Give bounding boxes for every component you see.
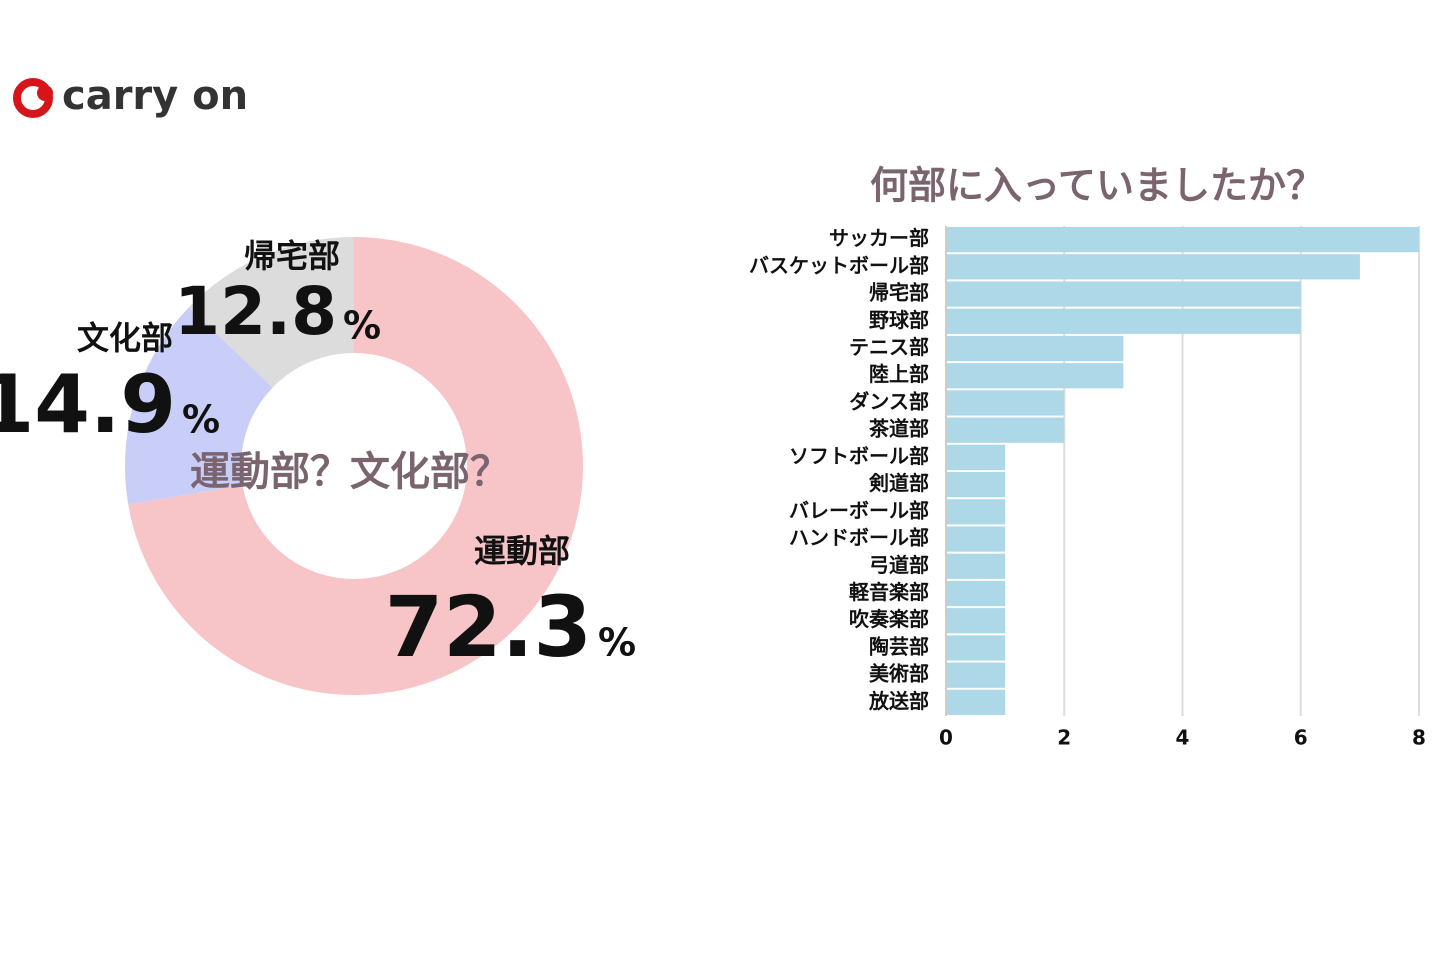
bar xyxy=(946,281,1301,307)
bar xyxy=(946,580,1006,607)
y-tick-label: バスケットボール部 xyxy=(749,253,929,277)
value-unit: % xyxy=(343,304,381,348)
value-label: 72.3 xyxy=(385,578,592,676)
y-tick-label: ハンドボール部 xyxy=(789,526,929,550)
y-tick-label: 剣道部 xyxy=(868,471,929,495)
bar xyxy=(946,608,1006,634)
slice-label: 文化部 xyxy=(77,319,173,357)
bar xyxy=(946,227,1419,253)
value-label: 14.9 xyxy=(0,358,176,451)
y-tick-label: 放送部 xyxy=(868,689,929,713)
x-tick-label: 6 xyxy=(1294,726,1308,750)
x-tick-label: 8 xyxy=(1412,726,1426,750)
y-tick-label: バレーボール部 xyxy=(789,498,929,522)
y-tick-label: 陶芸部 xyxy=(869,634,929,658)
y-tick-label: テニス部 xyxy=(849,335,929,359)
bar xyxy=(946,635,1006,661)
y-tick-label: 茶道部 xyxy=(869,417,929,441)
bar xyxy=(946,526,1006,552)
x-tick-label: 2 xyxy=(1057,726,1071,750)
bar xyxy=(946,472,1006,498)
bar xyxy=(946,417,1065,443)
value-unit: % xyxy=(598,621,636,665)
donut-slice xyxy=(128,237,583,695)
bar xyxy=(946,390,1065,416)
y-tick-label: ソフトボール部 xyxy=(789,444,929,468)
y-tick-label: 軽音楽部 xyxy=(849,580,929,604)
bar xyxy=(946,662,1006,688)
x-tick-label: 4 xyxy=(1176,726,1190,750)
x-tick-label: 0 xyxy=(939,726,953,750)
bar xyxy=(946,254,1360,280)
chart-title: 運動部？文化部？ xyxy=(190,449,510,495)
bar xyxy=(946,499,1006,525)
bar xyxy=(946,363,1124,389)
logo: carry on xyxy=(13,73,248,119)
bar xyxy=(946,444,1006,470)
y-tick-label: ダンス部 xyxy=(849,389,929,413)
y-tick-label: 美術部 xyxy=(869,662,929,686)
chart-title: 何部に入っていましたか？ xyxy=(870,164,1324,208)
bar xyxy=(946,335,1124,362)
donut-slice xyxy=(125,307,273,505)
bar xyxy=(946,689,1006,715)
value-unit: % xyxy=(182,398,220,442)
bar xyxy=(946,308,1301,334)
y-tick-label: 陸上部 xyxy=(869,362,929,386)
logo-text: carry on xyxy=(62,73,248,119)
y-tick-label: 帰宅部 xyxy=(869,281,929,305)
donut-slice xyxy=(189,237,354,388)
y-tick-label: 吹奏楽部 xyxy=(849,607,929,631)
logo-mark xyxy=(37,85,53,101)
value-label: 12.8 xyxy=(174,273,337,350)
y-tick-label: 弓道部 xyxy=(869,553,929,577)
y-tick-label: サッカー部 xyxy=(829,226,929,250)
bar xyxy=(946,553,1006,579)
slice-label: 運動部 xyxy=(474,532,570,570)
y-tick-label: 野球部 xyxy=(869,308,929,332)
slice-label: 帰宅部 xyxy=(244,237,340,275)
